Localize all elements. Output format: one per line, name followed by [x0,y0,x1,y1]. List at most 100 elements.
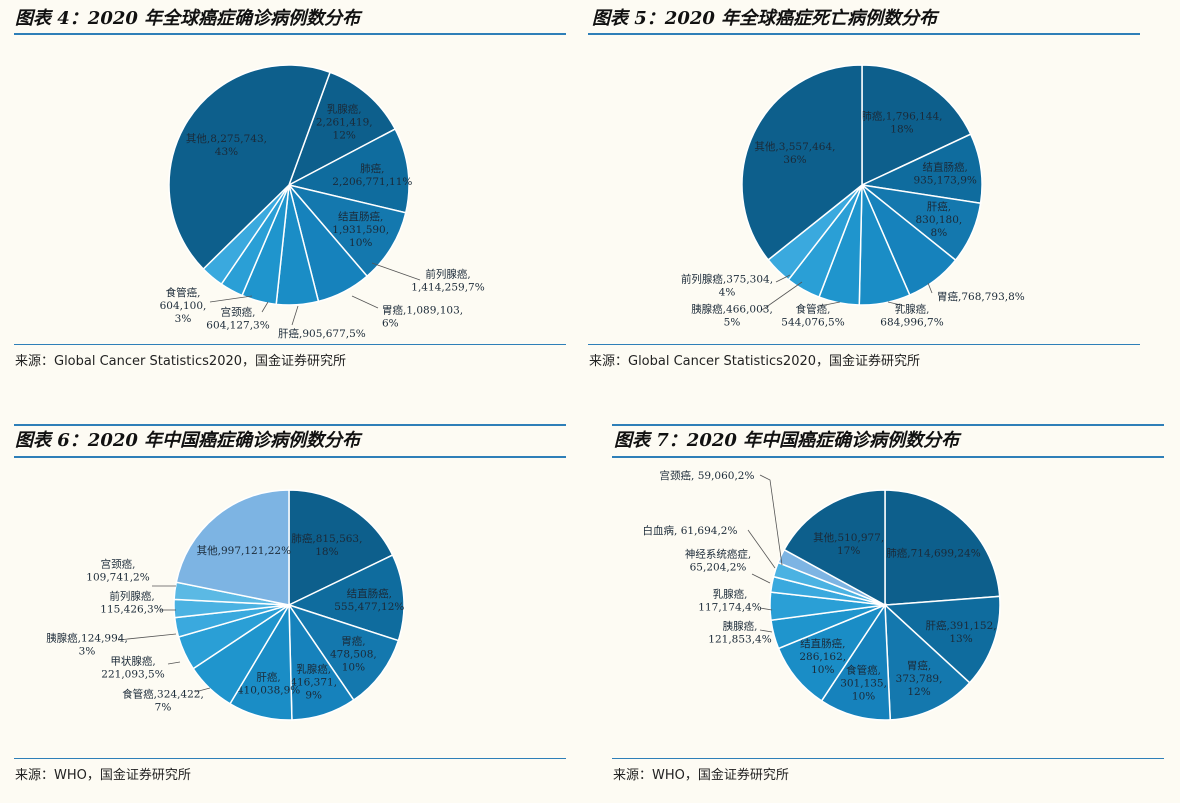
title-rule-top [612,424,1164,426]
slice-label: 4% [719,287,736,299]
slice-label: 109,741,2% [86,572,149,584]
chart-title: 图表 7：2020 年中国癌症确诊病例数分布 [614,430,960,451]
slice-label: 甲状腺癌, [110,655,155,668]
slice-label: 胰腺癌,124,994, [46,632,128,645]
slice-label: 478,508, [330,648,377,660]
leader-line [927,282,933,294]
slice-label: 935,173,9% [913,175,976,187]
slice-label: 13% [949,633,972,645]
slice-label: 830,180, [916,214,963,226]
leader-line [209,295,253,303]
slice-label: 117,174,4% [698,602,761,614]
leader-line [759,629,773,633]
slice-label: 结直肠癌, [338,210,383,223]
source-rule [14,758,566,759]
slice-label: 410,038,9% [237,684,300,696]
slice-label: 结直肠癌, [922,161,967,174]
slice-label: 416,371, [290,677,337,689]
slice-label: 宫颈癌, 59,060,2% [660,469,755,482]
slice-label: 12% [333,130,356,142]
leader-line [819,301,841,307]
slice-label: 白血病, 61,694,2% [643,524,738,537]
slice-label: 宫颈癌, [101,558,136,571]
slice-label: 5% [724,317,741,329]
slice-label: 肝癌, [256,670,280,683]
pie-slice [288,489,394,607]
slice-label: 胃癌,1,089,103, [382,304,463,317]
slice-label: 301,135, [840,678,887,690]
leader-line [351,295,379,309]
leader-line [759,474,783,566]
slice-label: 286,162, [799,651,846,663]
slice-label: 乳腺癌, [327,103,362,116]
pie-chart: 肺癌,1,796,144,18% 结直肠癌,935,173,9% 肝癌,830,18… [681,64,1025,329]
slice-label: 7% [155,702,172,714]
slice-label: 9% [305,690,322,702]
slice-label: 乳腺癌, [713,588,748,601]
slice-label: 胃癌,768,793,8% [937,290,1025,303]
slice-label: 乳腺癌, [296,663,331,676]
slice-label: 604,100, [160,300,207,312]
title-rule [612,456,1164,458]
slice-label: 肺癌,815,563, [291,532,362,545]
slice-label: 3% [175,313,192,325]
chart-title: 图表 6：2020 年中国癌症确诊病例数分布 [15,430,361,451]
pie-slice [287,603,400,702]
pie-slice [883,595,1001,684]
slice-label: 食管癌, [796,303,831,316]
chart-title: 图表 5：2020 年全球癌症死亡病例数分布 [592,8,938,29]
slice-label: 18% [315,546,338,558]
leader-line [887,301,906,307]
pie-slice [175,489,290,606]
leader-line [747,529,776,569]
slice-label: 36% [783,154,806,166]
leader-line [751,573,771,584]
slice-label: 17% [837,545,860,557]
pie-slice [884,603,971,721]
title-rule [14,33,566,35]
slice-label: 其他,997,121,22% [197,544,291,557]
slice-label: 前列腺癌, [425,268,470,281]
slice-label: 3% [79,646,96,658]
slice-label: 胃癌, [907,659,931,672]
pie-slice [287,71,397,187]
pie-slice [861,64,972,187]
slice-label: 1,414,259,7% [411,282,484,294]
slice-label: 胰腺癌,466,003, [691,303,773,316]
pie-slice [286,183,407,278]
pie-slice [168,64,332,271]
slice-label: 神经系统癌症, [685,548,751,561]
pie-slice [884,489,1001,606]
slice-label: 10% [349,237,372,249]
slice-label: 肝癌,391,152, [926,619,997,632]
slice-label: 18% [890,124,913,136]
slice-label: 食管癌, [846,664,881,677]
slice-label: 乳腺癌, [895,303,930,316]
slice-label: 544,076,5% [781,317,844,329]
leader-line [261,301,269,313]
pie-chart: 肺癌,815,563,18% 结直肠癌,555,477,12% 胃癌,478,508… [46,489,405,721]
slice-label: 10% [811,664,834,676]
slice-label: 2,261,419, [316,117,373,129]
chart-source: 来源：Global Cancer Statistics2020，国金证券研究所 [15,354,347,369]
leader-line [117,633,177,641]
slice-label: 结直肠癌, [800,637,845,650]
slice-label: 1,931,590, [332,224,389,236]
slice-label: 前列腺癌, [109,590,154,603]
pie-chart: 肺癌,714,699,24%肝癌,391,152,13%胃癌,373,789,1… [643,469,1001,721]
title-rule-top [14,424,566,426]
slice-label: 373,789, [896,673,943,685]
slice-label: 结直肠癌, [347,587,392,600]
pie-slice [741,64,863,261]
leader-line [759,607,773,611]
source-rule [588,344,1140,345]
slice-label: 其他,8,275,743, [186,132,267,145]
slice-label: 10% [342,661,365,673]
leader-line [761,281,803,311]
slice-label: 604,127,3% [206,320,269,332]
pie-slice [783,489,886,607]
slice-label: 115,426,3% [100,604,163,616]
slice-label: 胃癌, [341,634,365,647]
title-rule [14,456,566,458]
title-rule [588,33,1140,35]
